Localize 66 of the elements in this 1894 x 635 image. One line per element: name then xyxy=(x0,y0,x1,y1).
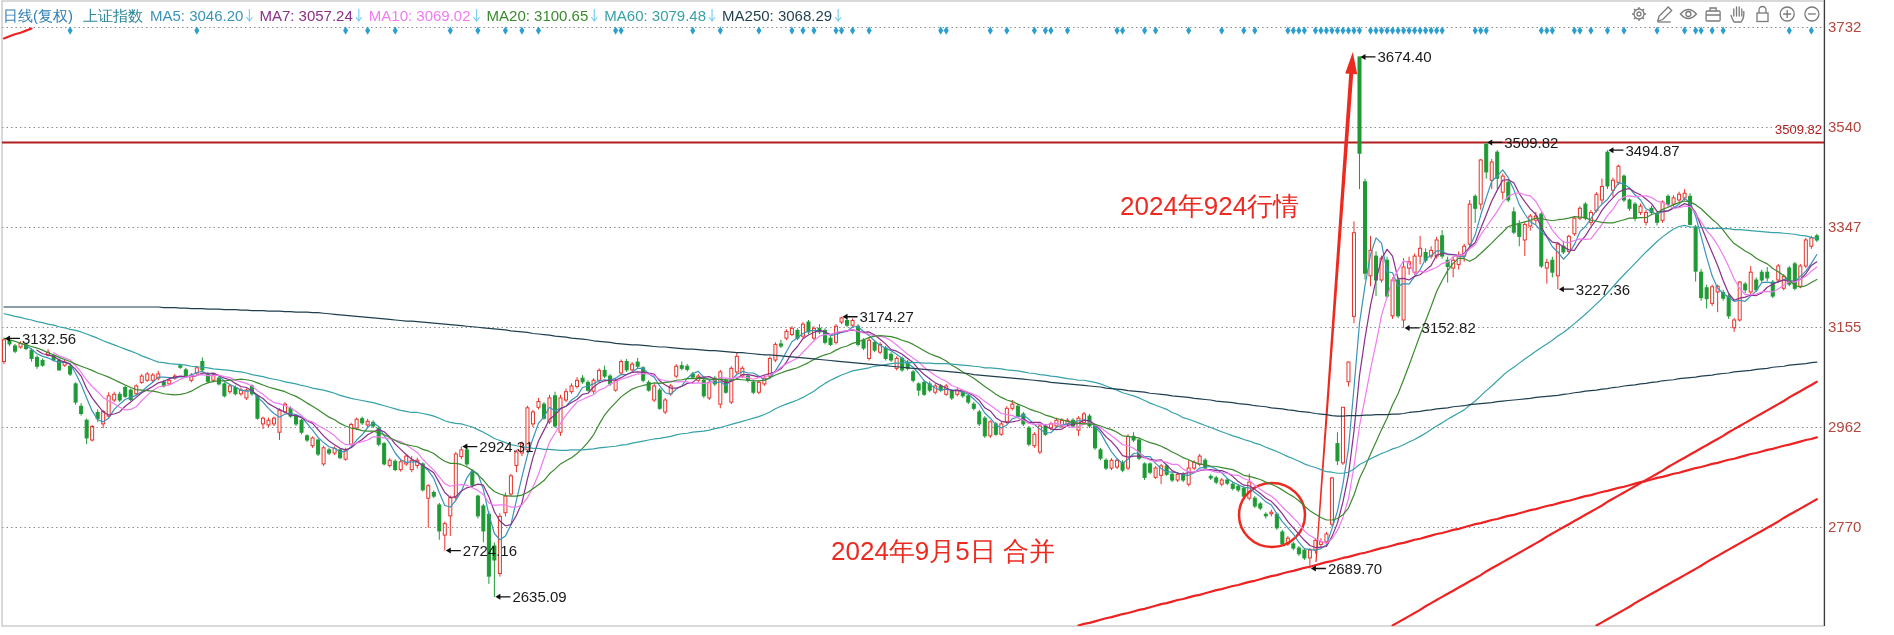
annotation: 2024年9月5日 合并 xyxy=(831,536,1055,566)
y-tick-label: 2770 xyxy=(1828,518,1862,536)
candlestick xyxy=(619,358,624,376)
candlestick xyxy=(878,341,883,355)
candlestick xyxy=(387,457,392,469)
candlestick xyxy=(1126,433,1131,471)
ref-line-label: 3509.82 xyxy=(1775,121,1822,137)
candlestick xyxy=(327,447,332,456)
y-tick-label: 3732 xyxy=(1828,18,1862,36)
candlestick xyxy=(1715,284,1720,313)
candlestick xyxy=(1363,178,1367,280)
candlestick xyxy=(1473,193,1478,224)
chart-title: 日线(复权) xyxy=(3,6,73,24)
y-tick-label: 2962 xyxy=(1828,418,1862,436)
candlestick xyxy=(580,374,585,385)
candlestick xyxy=(800,321,805,339)
y-tick-label: 3155 xyxy=(1828,318,1862,336)
candlestick xyxy=(1104,457,1109,471)
text: 3152.82 xyxy=(1421,319,1476,337)
candlestick xyxy=(1693,224,1698,283)
text: 3174.27 xyxy=(859,308,914,326)
text: MA250: 3068.29 xyxy=(722,6,833,24)
candlestick xyxy=(867,337,872,362)
candlestick xyxy=(1710,284,1715,307)
candlestick xyxy=(834,323,839,345)
text: MA20: 3100.65 xyxy=(486,6,589,24)
candlestick xyxy=(305,433,310,443)
text: MA5: 3046.20 xyxy=(150,6,244,24)
text: MA10: 3069.02 xyxy=(368,6,471,24)
candlestick xyxy=(1368,235,1373,287)
candlestick xyxy=(1544,258,1549,285)
candlestick xyxy=(426,483,431,529)
text: 3494.87 xyxy=(1625,141,1680,159)
chart-subtitle: 上证指数 xyxy=(83,6,143,24)
candlestick xyxy=(79,402,84,417)
line-series xyxy=(1595,498,1818,626)
candlestick xyxy=(2,339,6,365)
candlestick xyxy=(1357,56,1362,190)
line-series xyxy=(2,27,33,40)
candlestick xyxy=(778,339,783,349)
text: 2689.70 xyxy=(1327,559,1383,577)
candlestick xyxy=(13,343,17,354)
candlestick xyxy=(1588,209,1593,226)
candlestick xyxy=(1335,431,1340,466)
candlestick xyxy=(553,391,557,429)
candlestick xyxy=(1026,425,1031,447)
line-series xyxy=(3,224,1818,474)
candlestick xyxy=(1456,250,1461,271)
text: 3132.56 xyxy=(21,329,77,347)
y-tick-label: 3540 xyxy=(1828,118,1862,136)
candlestick xyxy=(1666,193,1671,208)
candlestick xyxy=(1351,220,1356,324)
candlestick xyxy=(227,383,232,395)
text: 3674.40 xyxy=(1377,48,1432,66)
annotation: 2024年924行情 xyxy=(1120,191,1300,221)
candlestick xyxy=(448,495,453,537)
candlestick xyxy=(1396,276,1401,319)
y-tick-label: 3347 xyxy=(1828,218,1862,236)
candlestick xyxy=(1340,406,1345,466)
candlestick xyxy=(1307,547,1312,569)
text: MA60: 3079.48 xyxy=(604,6,707,24)
line-series xyxy=(3,306,1818,417)
text: MA7: 3057.24 xyxy=(259,6,353,24)
candlestick xyxy=(811,325,816,341)
text: 2635.09 xyxy=(512,588,567,606)
candlestick xyxy=(1555,241,1560,290)
